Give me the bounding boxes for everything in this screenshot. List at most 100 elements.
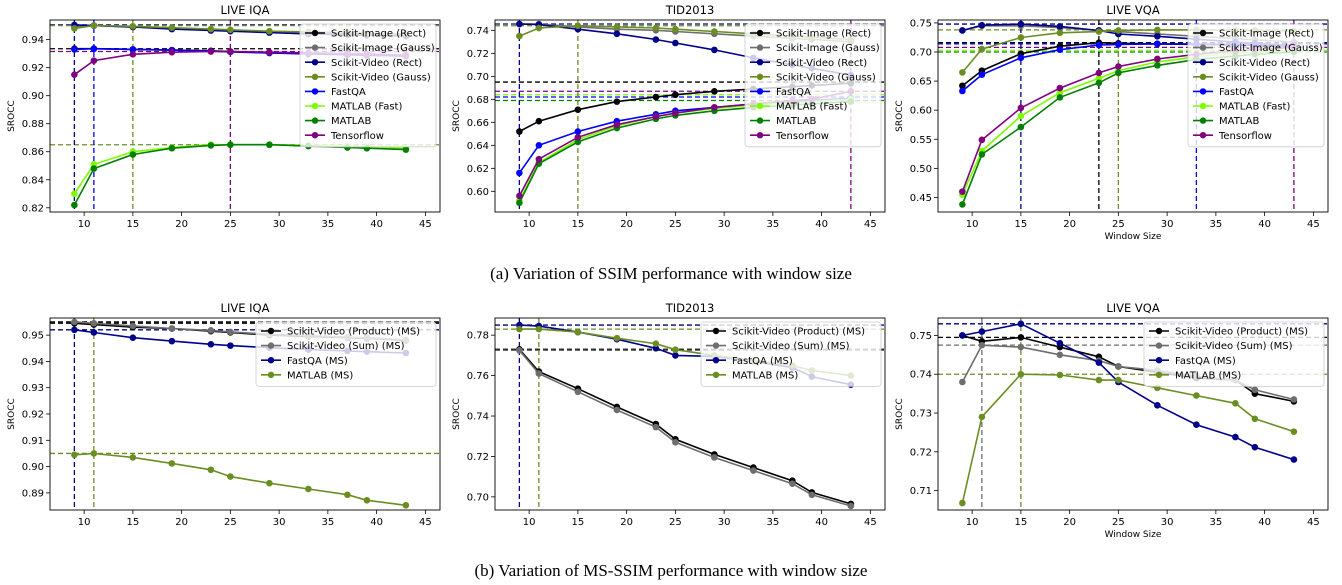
data-point bbox=[978, 328, 986, 335]
x-tick-label: 40 bbox=[1258, 517, 1271, 528]
legend-swatch-marker bbox=[1199, 29, 1207, 37]
x-tick-label: 15 bbox=[1015, 219, 1028, 230]
data-point bbox=[90, 329, 98, 336]
data-point bbox=[207, 25, 215, 33]
data-point bbox=[1017, 320, 1025, 328]
data-point bbox=[978, 136, 986, 144]
x-tick-label: 30 bbox=[718, 219, 731, 230]
data-point bbox=[574, 138, 582, 146]
data-point bbox=[1232, 433, 1239, 441]
data-point bbox=[959, 332, 966, 339]
data-point bbox=[71, 25, 78, 32]
axes-frame bbox=[937, 317, 1329, 511]
axes-frame bbox=[494, 19, 886, 213]
data-point bbox=[1017, 34, 1025, 41]
data-point bbox=[129, 322, 137, 330]
series-line-6 bbox=[73, 143, 406, 195]
data-point bbox=[613, 23, 621, 31]
x-tick-label: 40 bbox=[370, 517, 383, 528]
data-point bbox=[516, 32, 523, 40]
data-point bbox=[652, 24, 660, 32]
data-point bbox=[71, 326, 78, 334]
x-tick-label: 20 bbox=[175, 517, 188, 528]
y-axis-label: SROCC bbox=[7, 398, 17, 430]
data-point bbox=[1095, 74, 1103, 82]
data-point bbox=[129, 51, 137, 58]
x-tick-label: 35 bbox=[767, 219, 780, 230]
legend-swatch-marker bbox=[712, 327, 720, 335]
legend-swatch-marker bbox=[311, 29, 319, 37]
x-tick-label: 10 bbox=[523, 219, 536, 230]
data-point bbox=[535, 117, 543, 125]
data-point bbox=[959, 188, 966, 195]
data-point bbox=[227, 342, 234, 349]
data-point bbox=[402, 501, 410, 509]
chart-title: LIVE IQA bbox=[221, 3, 270, 17]
y-tick-label: 0.72 bbox=[910, 447, 932, 458]
data-point bbox=[535, 370, 543, 377]
data-point bbox=[516, 128, 523, 135]
data-point bbox=[1056, 84, 1064, 92]
legend-entry: MATLAB (Fast) bbox=[1219, 102, 1290, 113]
data-point bbox=[227, 48, 234, 55]
data-point bbox=[1095, 28, 1103, 35]
legend-entry: Scikit-Video (Gauss) bbox=[331, 72, 431, 83]
data-point bbox=[363, 496, 371, 504]
data-point bbox=[227, 328, 234, 336]
data-point bbox=[1154, 55, 1161, 63]
y-tick-label: 0.62 bbox=[467, 164, 489, 175]
legend: Scikit-Image (Rect) Scikit-Image (Gauss) S… bbox=[744, 23, 882, 148]
data-point bbox=[613, 98, 621, 105]
y-tick-label: 0.90 bbox=[22, 91, 44, 102]
y-tick-label: 0.78 bbox=[467, 331, 489, 342]
legend-box bbox=[299, 23, 437, 148]
data-point bbox=[1115, 63, 1122, 70]
x-tick-label: 25 bbox=[1112, 219, 1125, 230]
data-point bbox=[71, 46, 78, 53]
legend-swatch-marker bbox=[311, 117, 319, 124]
data-point bbox=[652, 423, 660, 431]
data-point bbox=[71, 201, 78, 209]
data-point bbox=[1056, 371, 1064, 379]
y-tick-label: 0.90 bbox=[22, 462, 44, 473]
y-tick-label: 0.86 bbox=[22, 147, 44, 158]
legend-swatch-marker bbox=[311, 102, 319, 110]
data-point bbox=[574, 133, 582, 141]
y-tick-label: 0.93 bbox=[22, 383, 44, 394]
chart-2: 10 15 20 25 30 35 40 45 0.60 0.62 0.64 0.66 0.68 0.70… bbox=[452, 3, 886, 230]
data-point bbox=[959, 201, 966, 208]
y-tick-label: 0.74 bbox=[467, 26, 489, 37]
legend-entry: Scikit-Image (Rect) bbox=[1219, 29, 1314, 40]
legend-swatch-marker bbox=[267, 371, 275, 378]
chart-title: TID2013 bbox=[665, 301, 715, 315]
data-point bbox=[1056, 339, 1064, 347]
x-tick-label: 10 bbox=[966, 517, 979, 528]
legend-swatch-marker bbox=[1199, 132, 1207, 139]
x-tick-label: 10 bbox=[523, 517, 536, 528]
x-tick-label: 10 bbox=[78, 219, 91, 230]
legend-swatch-marker bbox=[1199, 44, 1207, 51]
legend-box bbox=[1187, 23, 1325, 148]
chart-4: 10 15 20 25 30 35 40 45 0.89 0.90 0.91 0.92 0.93 0.94… bbox=[7, 301, 441, 528]
x-tick-label: 35 bbox=[322, 517, 335, 528]
data-point bbox=[1115, 376, 1122, 384]
legend-entry: Scikit-Image (Rect) bbox=[331, 29, 426, 40]
y-axis-label: SROCC bbox=[895, 398, 905, 430]
data-point bbox=[959, 499, 966, 507]
y-tick-label: 0.73 bbox=[910, 409, 932, 420]
y-tick-label: 0.91 bbox=[22, 436, 44, 447]
data-point bbox=[1017, 123, 1025, 131]
legend-swatch-marker bbox=[311, 44, 319, 51]
legend-entry: FastQA (MS) bbox=[732, 356, 793, 367]
data-point bbox=[1017, 20, 1025, 28]
y-axis-label: SROCC bbox=[895, 100, 905, 132]
x-tick-label: 45 bbox=[864, 517, 877, 528]
legend-swatch-marker bbox=[311, 88, 319, 95]
x-tick-label: 40 bbox=[815, 517, 828, 528]
legend-entry: Scikit-Video (Rect) bbox=[331, 58, 422, 69]
data-point bbox=[672, 25, 679, 33]
data-point bbox=[71, 71, 78, 78]
y-tick-label: 0.84 bbox=[22, 175, 44, 186]
data-point bbox=[1251, 386, 1259, 394]
x-tick-label: 15 bbox=[572, 517, 585, 528]
